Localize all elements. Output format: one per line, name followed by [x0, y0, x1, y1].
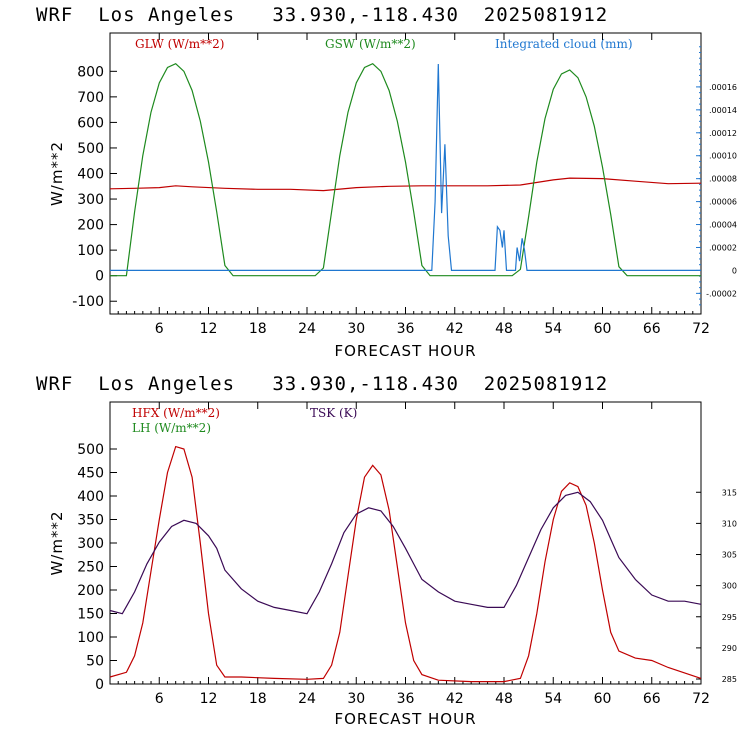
chart2-y-tick-label: 0 [95, 677, 104, 693]
chart1-x-tick-label: 18 [249, 321, 267, 337]
chart2-x-tick-label: 6 [155, 691, 164, 707]
chart2-legend-item: LH (W/m**2) [132, 421, 211, 435]
chart2-x-tick-label: 30 [347, 691, 365, 707]
chart1-y-tick-label: 0 [95, 269, 104, 285]
chart2-y-tick-label: 200 [77, 583, 104, 599]
chart1-x-axis-label: FORECAST HOUR [334, 342, 476, 360]
chart1-y-axis-label: W/m**2 [48, 141, 66, 206]
chart1-x-tick-label: 72 [692, 321, 710, 337]
chart1-x-tick-label: 12 [200, 321, 218, 337]
chart2-y-tick-label: 100 [77, 630, 104, 646]
chart2-y-tick-label: 50 [86, 654, 104, 670]
chart2-y2-tick-label: 315 [722, 488, 737, 497]
chart2-y2-tick-label: 310 [722, 519, 737, 528]
chart2-y2-tick-label: 285 [722, 675, 737, 684]
chart1-title: WRF Los Angeles 33.930,-118.430 20250819… [36, 4, 609, 26]
chart2-y-tick-label: 450 [77, 466, 104, 482]
chart1-legend-item: Integrated cloud (mm) [495, 37, 633, 51]
chart2-x-tick-label: 60 [594, 691, 612, 707]
chart1-y-tick-label: 300 [77, 192, 104, 208]
chart1-y-tick-label: 500 [77, 141, 104, 157]
chart2-y2-tick-label: 290 [722, 644, 737, 653]
chart1-y2-tick-label: .00008 [709, 175, 737, 184]
chart2-y-tick-label: 250 [77, 560, 104, 576]
chart1-y-tick-label: 100 [77, 243, 104, 259]
chart1-y2-tick-label: .00006 [709, 198, 737, 207]
chart1-y-tick-label: 600 [77, 115, 104, 131]
chart1-x-tick-label: 36 [397, 321, 415, 337]
chart1-y2-tick-label: .00012 [709, 129, 737, 138]
chart2-y-tick-label: 350 [77, 513, 104, 529]
chart2-x-tick-label: 24 [298, 691, 316, 707]
chart1-frame [109, 32, 702, 315]
chart1-y-tick-label: 700 [77, 90, 104, 106]
chart1-y2-tick-label: .00014 [709, 106, 737, 115]
chart2-legend-item: HFX (W/m**2) [132, 406, 220, 420]
chart1-y2-tick-label: .00004 [709, 221, 737, 230]
chart2-y2-tick-label: 300 [722, 582, 737, 591]
chart2-legend-item: TSK (K) [310, 406, 357, 420]
chart1-series-0-line [109, 177, 702, 192]
chart2-x-tick-label: 12 [200, 691, 218, 707]
chart1-y2-tick-label: .00010 [709, 152, 737, 161]
chart1-y-tick-label: -100 [72, 294, 104, 310]
chart1-x-tick-label: 66 [643, 321, 661, 337]
chart1-x-tick-label: 30 [347, 321, 365, 337]
chart2-x-axis-label: FORECAST HOUR [334, 710, 476, 728]
chart2-y-tick-label: 150 [77, 607, 104, 623]
chart1-x-tick-label: 24 [298, 321, 316, 337]
chart2-x-tick-label: 48 [495, 691, 513, 707]
chart2-x-tick-label: 36 [397, 691, 415, 707]
chart1-x-tick-label: 48 [495, 321, 513, 337]
chart2-y-tick-label: 500 [77, 442, 104, 458]
chart1-series-1-line [110, 62, 701, 277]
chart2-x-tick-label: 66 [643, 691, 661, 707]
chart1-legend-item: GSW (W/m**2) [325, 37, 416, 51]
chart1-y2-tick-label: -.00002 [706, 289, 737, 298]
chart2-series-1-line [109, 491, 702, 615]
chart2-y-tick-label: 400 [77, 489, 104, 505]
chart2-x-tick-label: 18 [249, 691, 267, 707]
chart1-y2-tick-label: .00002 [709, 243, 737, 252]
chart2-y-tick-label: 300 [77, 536, 104, 552]
chart1-y-tick-label: 200 [77, 218, 104, 234]
chart1-y-tick-label: 400 [77, 167, 104, 183]
chart2-y2-tick-label: 305 [722, 551, 737, 560]
chart2-series-0-line [109, 445, 702, 683]
chart1-y2-tick-label: 0 [732, 266, 737, 275]
chart2-y2-tick-label: 295 [722, 613, 737, 622]
chart1-x-tick-label: 6 [155, 321, 164, 337]
chart1-y-tick-label: 800 [77, 64, 104, 80]
chart1-series-2-line [110, 63, 701, 271]
chart1-legend-item: GLW (W/m**2) [135, 37, 224, 51]
chart2-x-tick-label: 54 [544, 691, 562, 707]
chart2-y-axis-label: W/m**2 [48, 510, 66, 575]
chart1-x-tick-label: 42 [446, 321, 464, 337]
chart1-y2-tick-label: .00016 [709, 83, 737, 92]
chart2-x-tick-label: 72 [692, 691, 710, 707]
chart1-x-tick-label: 60 [594, 321, 612, 337]
chart1-x-tick-label: 54 [544, 321, 562, 337]
chart2-title: WRF Los Angeles 33.930,-118.430 20250819… [36, 373, 609, 395]
chart2-x-tick-label: 42 [446, 691, 464, 707]
